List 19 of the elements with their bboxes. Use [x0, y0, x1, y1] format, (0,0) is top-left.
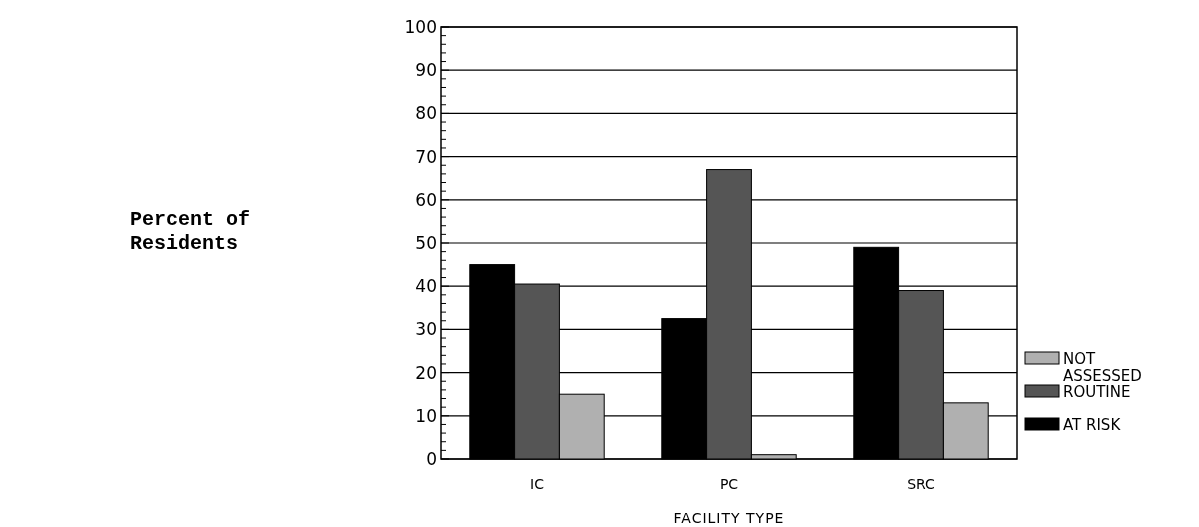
y-tick-label: 0	[426, 448, 437, 469]
x-axis-title: FACILITY TYPE	[673, 510, 785, 527]
legend-label: AT RISK	[1063, 416, 1122, 435]
x-tick-label: IC	[530, 476, 545, 492]
y-tick-label: 40	[415, 276, 437, 297]
y-tick-label: 60	[415, 189, 437, 210]
text: Percent of Residents	[130, 208, 251, 255]
legend-label: NOT ASSESSED	[1063, 350, 1142, 386]
legend-label: ROUTINE	[1063, 383, 1131, 402]
y-tick-label: 30	[415, 319, 437, 340]
y-tick-label: 100	[404, 16, 437, 37]
y-tick-label: 70	[415, 146, 437, 167]
x-tick-label: PC	[719, 476, 739, 492]
y-tick-label: 90	[415, 60, 437, 81]
y-tick-label: 50	[415, 232, 437, 253]
x-tick-label: SRC	[907, 476, 936, 492]
y-tick-label: 10	[415, 405, 437, 426]
y-tick-label: 80	[415, 103, 437, 124]
y-tick-label: 20	[415, 362, 437, 383]
